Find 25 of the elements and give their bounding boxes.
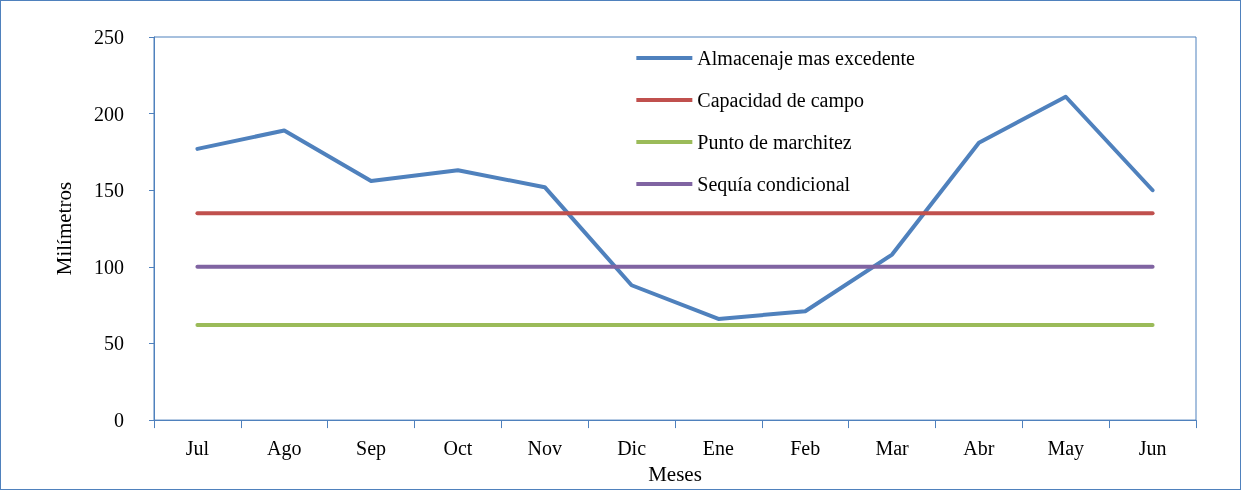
- x-tick-label: Ago: [267, 437, 302, 461]
- x-tick-label: Feb: [790, 437, 821, 460]
- y-tick-label: 150: [94, 179, 124, 202]
- line-series: [195, 94, 1155, 321]
- x-axis-title: Meses: [648, 461, 702, 486]
- y-tick-label: 0: [114, 409, 124, 432]
- x-tick-label: Ene: [702, 437, 735, 460]
- x-tick-label: Mar: [875, 437, 910, 460]
- y-tick-label: 100: [94, 255, 124, 278]
- legend-label: Sequía condicional: [697, 173, 851, 196]
- x-tick-label: Jul: [185, 437, 210, 460]
- y-tick-label: 200: [94, 102, 124, 125]
- x-tick-label: Abr: [963, 437, 995, 460]
- y-axis-title: Milímetros: [51, 181, 76, 276]
- x-tick-label: Jun: [1138, 437, 1167, 460]
- x-tick-label: Oct: [443, 437, 473, 460]
- x-tick-label: Dic: [617, 437, 647, 460]
- legend-label: Almacenaje mas excedente: [697, 47, 916, 70]
- y-tick-label: 50: [104, 332, 124, 355]
- y-tick-label: 250: [94, 26, 124, 48]
- x-tick-label: Sep: [356, 437, 387, 461]
- legend-label: Punto de marchitez: [697, 131, 852, 153]
- x-tick-label: Nov: [527, 437, 562, 460]
- x-tick-label: May: [1047, 437, 1085, 461]
- legend-label: Capacidad de campo: [697, 89, 864, 112]
